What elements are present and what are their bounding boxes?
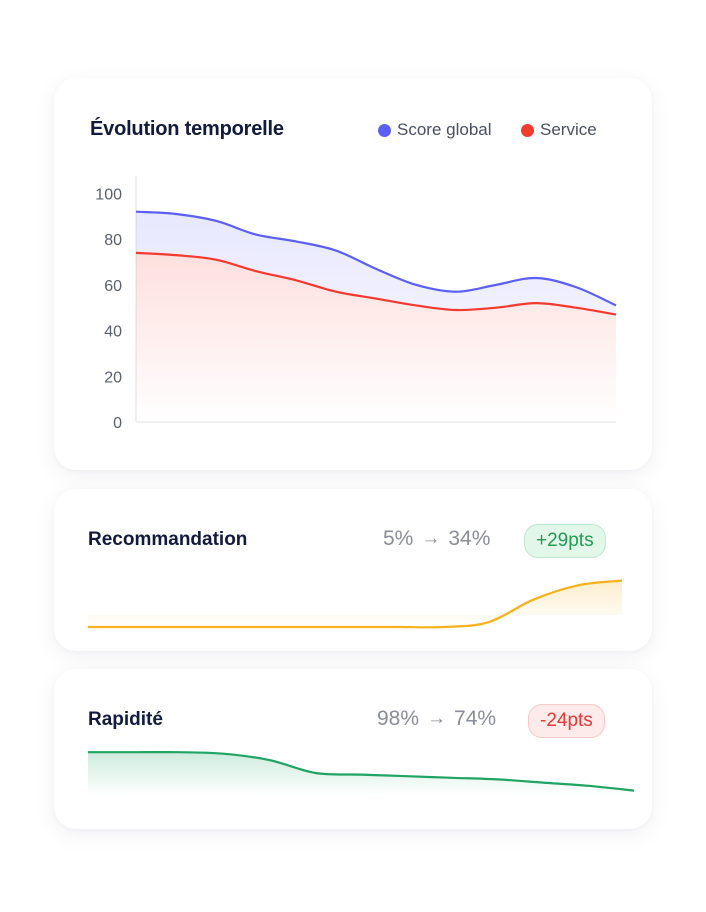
y-tick-label: 60	[104, 278, 122, 295]
legend-label-score-global: Score global	[397, 120, 492, 139]
sparkline-line	[88, 579, 623, 629]
y-tick-label: 0	[113, 415, 122, 432]
sparkline-line	[88, 750, 635, 792]
chart-title: Évolution temporelle	[90, 118, 284, 140]
legend-dot-score-global	[378, 123, 391, 137]
series-area-service	[136, 252, 616, 422]
series-area-score-global	[136, 211, 616, 315]
y-tick-label: 20	[104, 369, 122, 386]
arrow-right-icon: →	[427, 708, 447, 729]
series-line-score-global	[135, 210, 617, 307]
rapidite-card: Rapidité 98% → 74% -24pts	[54, 669, 652, 829]
legend-item-score-global: Score global	[378, 120, 492, 140]
recommandation-title: Recommandation	[88, 529, 248, 550]
recommandation-values: 5% → 34%	[383, 527, 490, 551]
recommandation-delta-badge: +29pts	[524, 524, 606, 558]
rapidite-delta-badge: -24pts	[528, 704, 605, 738]
evolution-chart: 0 20 40 60 80 100	[95, 176, 617, 432]
legend-label-service: Service	[540, 120, 597, 139]
rapidite-sparkline	[88, 750, 635, 795]
series-line-service	[135, 251, 617, 316]
evolution-card: Évolution temporelle Score global Servic…	[54, 78, 652, 470]
rapidite-to-value: 74%	[454, 707, 497, 730]
legend-item-service: Service	[521, 120, 597, 140]
legend-dot-service	[521, 123, 534, 137]
rapidite-from-value: 98%	[377, 707, 420, 730]
y-tick-label: 100	[95, 186, 122, 203]
recommandation-card: Recommandation 5% → 34% +29pts	[54, 489, 652, 651]
sparkline-area	[88, 580, 622, 628]
y-tick-label: 40	[104, 324, 122, 341]
recommandation-from-value: 5%	[383, 527, 414, 550]
recommandation-to-value: 34%	[448, 527, 491, 550]
sparkline-area	[88, 752, 634, 795]
recommandation-sparkline	[88, 579, 623, 629]
rapidite-title: Rapidité	[88, 709, 163, 730]
y-tick-label: 80	[104, 232, 122, 249]
rapidite-values: 98% → 74%	[377, 707, 496, 731]
arrow-right-icon: →	[421, 528, 441, 549]
